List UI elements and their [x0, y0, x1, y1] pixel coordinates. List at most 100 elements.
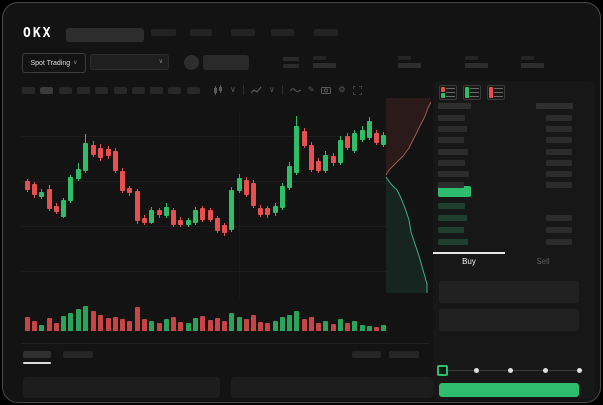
- timeframe-button[interactable]: [59, 87, 72, 94]
- active-tab-indicator: [433, 252, 505, 254]
- candles-icon[interactable]: [213, 85, 223, 95]
- bottom-tab[interactable]: [63, 351, 93, 358]
- last-price-bar[interactable]: [438, 186, 471, 197]
- settings-icon[interactable]: ⚙: [338, 85, 346, 94]
- bid-row-price[interactable]: [438, 239, 468, 245]
- bottom-panel-right[interactable]: [231, 377, 433, 398]
- tab-sell[interactable]: Sell: [536, 257, 550, 266]
- price-input[interactable]: [439, 281, 579, 303]
- search-input[interactable]: [66, 28, 144, 42]
- ask-row-price[interactable]: [438, 115, 465, 121]
- book-bids-icon[interactable]: [463, 85, 481, 100]
- chevron-down-icon[interactable]: ∨: [230, 85, 236, 94]
- candle-body: [91, 145, 96, 155]
- amount-input[interactable]: [439, 309, 579, 331]
- candle-body: [302, 131, 307, 146]
- candle-body: [149, 210, 154, 223]
- bottom-action-placeholder[interactable]: [352, 351, 381, 358]
- chevron-down-icon[interactable]: ∨: [268, 85, 275, 94]
- indicator-icon[interactable]: [250, 86, 262, 95]
- stat-value-placeholder: [313, 63, 336, 68]
- gridline: [21, 136, 387, 137]
- volume-bar: [113, 317, 118, 331]
- volume-bar: [222, 321, 227, 331]
- orderbook-view-toggles: [439, 85, 505, 100]
- nav-item[interactable]: [151, 29, 176, 36]
- bottom-tab-active[interactable]: [23, 351, 51, 358]
- nav-item[interactable]: [231, 29, 255, 36]
- ask-row-price[interactable]: [438, 171, 469, 177]
- pair-selector-dropdown[interactable]: ∨: [90, 54, 169, 70]
- nav-item[interactable]: [271, 29, 294, 36]
- volume-bar: [251, 315, 256, 331]
- divider: [242, 85, 244, 95]
- candle-body: [68, 177, 73, 201]
- depth-asks-line: [385, 101, 432, 176]
- candle-body: [287, 166, 292, 188]
- volume-bar: [352, 321, 357, 331]
- candle-body: [135, 191, 140, 221]
- candle-body: [171, 210, 176, 225]
- tab-buy[interactable]: Buy: [462, 257, 476, 266]
- candle-body: [47, 189, 52, 209]
- slider-step-dot[interactable]: [474, 368, 479, 373]
- volume-bar: [54, 323, 59, 331]
- stat-label-placeholder: [283, 57, 299, 61]
- book-asks-icon[interactable]: [487, 85, 505, 100]
- line-type-icon[interactable]: [289, 87, 301, 94]
- volume-bar: [316, 323, 321, 331]
- timeframe-button[interactable]: [22, 87, 35, 94]
- nav-item[interactable]: [314, 29, 338, 36]
- volume-bar: [120, 319, 125, 331]
- slider-step-dot[interactable]: [577, 368, 582, 373]
- stat-value-placeholder: [521, 63, 544, 68]
- candle-body: [338, 140, 343, 163]
- ask-row-price[interactable]: [438, 149, 468, 155]
- timeframe-button[interactable]: [187, 87, 200, 94]
- slider-step-dot[interactable]: [508, 368, 513, 373]
- volume-bar: [61, 316, 66, 331]
- ask-row-amount: [546, 182, 572, 188]
- volume-bar: [164, 319, 169, 331]
- buy-button[interactable]: [439, 383, 579, 397]
- ask-row-price[interactable]: [438, 137, 464, 143]
- volume-bar: [142, 319, 147, 331]
- ask-row-price[interactable]: [438, 182, 464, 188]
- nav-item[interactable]: [190, 29, 212, 36]
- stat-value-placeholder: [283, 64, 299, 68]
- candle-body: [237, 178, 242, 191]
- bid-row-price[interactable]: [438, 215, 467, 221]
- draw-icon[interactable]: ✎: [307, 85, 315, 94]
- slider-handle[interactable]: [437, 365, 448, 376]
- timeframe-button[interactable]: [77, 87, 90, 94]
- bottom-panel-left[interactable]: [23, 377, 220, 398]
- gridline: [21, 271, 387, 272]
- timeframe-button[interactable]: [168, 87, 181, 94]
- market-type-dropdown[interactable]: Spot Trading ∨: [22, 53, 86, 73]
- candlestick-chart[interactable]: [21, 113, 387, 298]
- bottom-tab-indicator: [23, 362, 51, 364]
- ask-row-price[interactable]: [438, 160, 465, 166]
- candle-body: [193, 210, 198, 223]
- candle-body: [113, 151, 118, 171]
- depth-asks-area: [386, 98, 431, 175]
- candle-body: [331, 156, 336, 163]
- slider-step-dot[interactable]: [543, 368, 548, 373]
- volume-bar: [360, 325, 365, 331]
- timeframe-button[interactable]: [114, 87, 127, 94]
- timeframe-button[interactable]: [132, 87, 145, 94]
- candle-body: [142, 218, 147, 223]
- timeframe-button[interactable]: [150, 87, 163, 94]
- bid-row-price[interactable]: [438, 203, 465, 209]
- timeframe-button[interactable]: [40, 87, 53, 94]
- volume-bar: [149, 321, 154, 331]
- book-both-icon[interactable]: [439, 85, 457, 100]
- bottom-action-placeholder[interactable]: [389, 351, 419, 358]
- camera-icon[interactable]: [321, 86, 332, 94]
- stat-label-placeholder: [521, 56, 534, 60]
- candle-body: [222, 225, 227, 233]
- bid-row-price[interactable]: [438, 227, 464, 233]
- ask-row-price[interactable]: [438, 126, 467, 132]
- timeframe-button[interactable]: [95, 87, 108, 94]
- fullscreen-icon[interactable]: [352, 85, 362, 95]
